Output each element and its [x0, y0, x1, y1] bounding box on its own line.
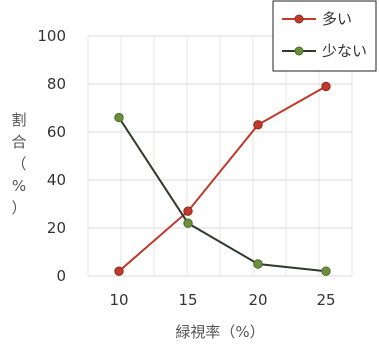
- x-tick-label: 25: [316, 291, 335, 309]
- data-point: [253, 259, 263, 269]
- y-tick-label: 40: [47, 171, 66, 189]
- data-point: [321, 266, 331, 276]
- y-tick-label: 80: [47, 75, 66, 93]
- y-axis-title-char: 合: [11, 133, 26, 151]
- data-point: [114, 112, 124, 123]
- data-point: [183, 206, 193, 216]
- data-point: [321, 81, 331, 92]
- x-tick-labels: 10 15 20 25: [109, 291, 335, 309]
- series-1: [114, 81, 331, 276]
- y-tick-label: 0: [56, 267, 66, 285]
- series-group: [114, 81, 331, 276]
- series-line: [118, 85, 327, 272]
- legend-marker: [294, 46, 304, 56]
- y-tick-label: 60: [47, 123, 66, 141]
- y-axis-title-char: ）: [11, 199, 26, 217]
- legend-box: [272, 0, 377, 72]
- data-point: [253, 120, 263, 130]
- legend-marker: [294, 14, 304, 24]
- x-tick-label: 10: [109, 291, 128, 309]
- y-axis-title-char: （: [11, 155, 26, 173]
- y-axis-title-char: %: [12, 177, 26, 195]
- series-line: [118, 117, 327, 273]
- x-axis-title: 緑視率（%）: [175, 323, 264, 341]
- y-tick-label: 20: [47, 219, 66, 237]
- grid: [87, 35, 353, 277]
- y-axis-title: 割合 （% ）: [11, 111, 26, 217]
- y-axis-title-char: 割: [11, 111, 26, 129]
- x-tick-label: 20: [248, 291, 267, 309]
- data-point: [183, 218, 193, 228]
- series-2: [114, 112, 331, 276]
- legend-label: 少ない: [322, 42, 367, 60]
- legend-label: 多い: [322, 10, 352, 28]
- x-tick-label: 15: [178, 291, 197, 309]
- data-point: [114, 266, 124, 276]
- y-tick-labels: 0 20 40 60 80 100: [37, 27, 66, 285]
- y-tick-label: 100: [37, 27, 66, 45]
